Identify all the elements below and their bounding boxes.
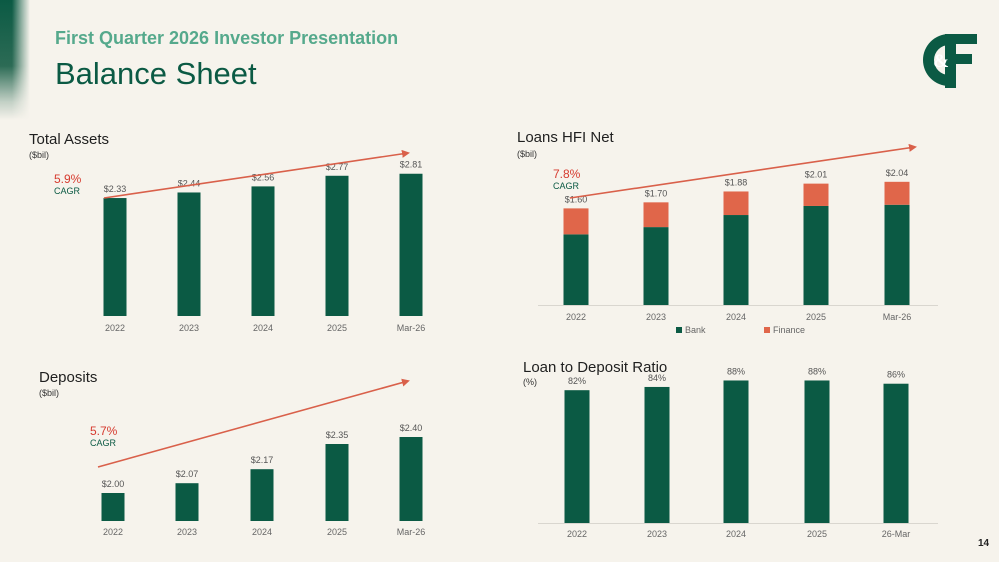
deposits-bar-2 bbox=[250, 469, 274, 521]
loans-legend-label-bank: Bank bbox=[685, 325, 706, 335]
loans-trend-arrow bbox=[569, 143, 917, 199]
loans-tick-label-1: 2023 bbox=[646, 312, 666, 322]
ltd-bar-4 bbox=[883, 383, 909, 523]
deposits-bar-0 bbox=[101, 493, 125, 521]
deposits-data-label-0: $2.00 bbox=[102, 479, 125, 489]
loans-cagr-value: 7.8% bbox=[553, 167, 581, 181]
total_assets-trend-arrow bbox=[103, 149, 410, 199]
deposits-bar-3 bbox=[325, 444, 349, 521]
loans-tick-label-4: Mar-26 bbox=[883, 312, 912, 322]
total_assets-tick-label-3: 2025 bbox=[327, 323, 347, 333]
loans-tick-label-0: 2022 bbox=[566, 312, 586, 322]
logo-f-shape bbox=[945, 34, 977, 88]
ltd-title: Loan to Deposit Ratio bbox=[523, 359, 668, 376]
total-assets-title: Total Assets bbox=[29, 131, 110, 148]
total_assets-bar-2 bbox=[251, 186, 275, 316]
ltd-data-label-3: 88% bbox=[808, 366, 826, 376]
loans-legend-label-finance: Finance bbox=[773, 325, 805, 335]
total-assets-unit: ($bil) bbox=[29, 150, 50, 160]
company-logo: & bbox=[923, 34, 977, 88]
loans-bar-bank-3 bbox=[803, 205, 829, 305]
loans-legend-swatch-finance bbox=[764, 327, 770, 333]
loans-data-label-3: $2.01 bbox=[805, 170, 828, 180]
deposits-data-label-1: $2.07 bbox=[176, 469, 199, 479]
page-title: Balance Sheet bbox=[55, 56, 257, 91]
deposits-data-label-4: $2.40 bbox=[400, 423, 423, 433]
total_assets-tick-label-2: 2024 bbox=[253, 323, 273, 333]
deposits-tick-label-3: 2025 bbox=[327, 527, 347, 537]
deposits-cagr-label: CAGR bbox=[90, 438, 117, 448]
loans-data-label-1: $1.70 bbox=[645, 188, 668, 198]
ltd-data-label-2: 88% bbox=[727, 366, 745, 376]
deposits-data-label-3: $2.35 bbox=[326, 430, 349, 440]
ltd-tick-label-1: 2023 bbox=[647, 529, 667, 539]
total_assets-data-label-1: $2.44 bbox=[178, 178, 201, 188]
ltd-bar-0 bbox=[564, 390, 590, 523]
loans-bar-finance-1 bbox=[643, 202, 669, 228]
loans-bar-finance-4 bbox=[884, 181, 910, 205]
logo-ampersand: & bbox=[933, 51, 949, 72]
loans-title: Loans HFI Net bbox=[517, 129, 614, 146]
loans-bar-finance-3 bbox=[803, 183, 829, 206]
total_assets-data-label-2: $2.56 bbox=[252, 172, 275, 182]
total_assets-data-label-0: $2.33 bbox=[104, 184, 127, 194]
ltd-tick-label-0: 2022 bbox=[567, 529, 587, 539]
loans-bar-finance-0 bbox=[563, 208, 589, 235]
total_assets-tick-label-4: Mar-26 bbox=[397, 323, 426, 333]
loans-unit: ($bil) bbox=[517, 149, 538, 159]
presentation-eyebrow: First Quarter 2026 Investor Presentation bbox=[55, 28, 399, 48]
total-assets-cagr-label: CAGR bbox=[54, 186, 81, 196]
loans-bar-bank-4 bbox=[884, 204, 910, 305]
ltd-tick-label-2: 2024 bbox=[726, 529, 746, 539]
ltd-data-label-0: 82% bbox=[568, 376, 586, 386]
total_assets-data-label-4: $2.81 bbox=[400, 160, 423, 170]
total_assets-data-label-3: $2.77 bbox=[326, 162, 349, 172]
loans-tick-label-2: 2024 bbox=[726, 312, 746, 322]
loans-data-label-0: $1.60 bbox=[565, 194, 588, 204]
page-number: 14 bbox=[978, 538, 990, 549]
ltd-bar-2 bbox=[723, 380, 749, 523]
deposits-tick-label-2: 2024 bbox=[252, 527, 272, 537]
deposits-tick-label-4: Mar-26 bbox=[397, 527, 426, 537]
total_assets-bar-3 bbox=[325, 175, 349, 316]
deposits-unit: ($bil) bbox=[39, 388, 60, 398]
total-assets-chart: $2.33 2022 $2.44 2023 $2.56 2024 $2.77 2025 $2.8… bbox=[103, 149, 426, 333]
loans-bar-bank-1 bbox=[643, 227, 669, 305]
deposits-tick-label-0: 2022 bbox=[103, 527, 123, 537]
deposits-chart: $2.00 2022 $2.07 2023 $2.17 2024 $2.35 2025 $2.4… bbox=[97, 378, 426, 537]
ltd-unit: (%) bbox=[523, 377, 537, 387]
loans-data-label-2: $1.88 bbox=[725, 177, 748, 187]
deposits-trend-arrow bbox=[97, 378, 410, 468]
total_assets-tick-label-0: 2022 bbox=[105, 323, 125, 333]
total_assets-tick-label-1: 2023 bbox=[179, 323, 199, 333]
loans-cagr-label: CAGR bbox=[553, 181, 580, 191]
ltd-tick-label-4: 26-Mar bbox=[882, 529, 911, 539]
total_assets-bar-4 bbox=[399, 173, 423, 316]
ltd-chart: 82% 2022 84% 2023 88% 2024 88% 2025 86% 26-Mar bbox=[538, 366, 938, 539]
loans-bar-bank-2 bbox=[723, 215, 749, 305]
loans-data-label-4: $2.04 bbox=[886, 168, 909, 178]
loans-legend-swatch-bank bbox=[676, 327, 682, 333]
deposits-data-label-2: $2.17 bbox=[251, 455, 274, 465]
logo-c-shape bbox=[923, 34, 949, 86]
total-assets-cagr-value: 5.9% bbox=[54, 172, 82, 186]
deposits-cagr-value: 5.7% bbox=[90, 424, 118, 438]
ltd-data-label-1: 84% bbox=[648, 373, 666, 383]
loans-bar-bank-0 bbox=[563, 234, 589, 305]
deposits-title: Deposits bbox=[39, 369, 98, 386]
deposits-tick-label-1: 2023 bbox=[177, 527, 197, 537]
loans-tick-label-3: 2025 bbox=[806, 312, 826, 322]
ltd-bar-3 bbox=[804, 380, 830, 523]
total_assets-bar-0 bbox=[103, 198, 127, 316]
brush-stroke-decoration bbox=[0, 0, 30, 120]
loans-bar-finance-2 bbox=[723, 191, 749, 216]
total_assets-bar-1 bbox=[177, 192, 201, 316]
deposits-bar-1 bbox=[175, 483, 199, 521]
loans-chart: $1.60 2022 $1.70 2023 $1.88 2024 $2.01 2025 $2.0… bbox=[538, 143, 938, 335]
deposits-bar-4 bbox=[399, 437, 423, 521]
ltd-tick-label-3: 2025 bbox=[807, 529, 827, 539]
ltd-data-label-4: 86% bbox=[887, 370, 905, 380]
ltd-bar-1 bbox=[644, 386, 670, 523]
